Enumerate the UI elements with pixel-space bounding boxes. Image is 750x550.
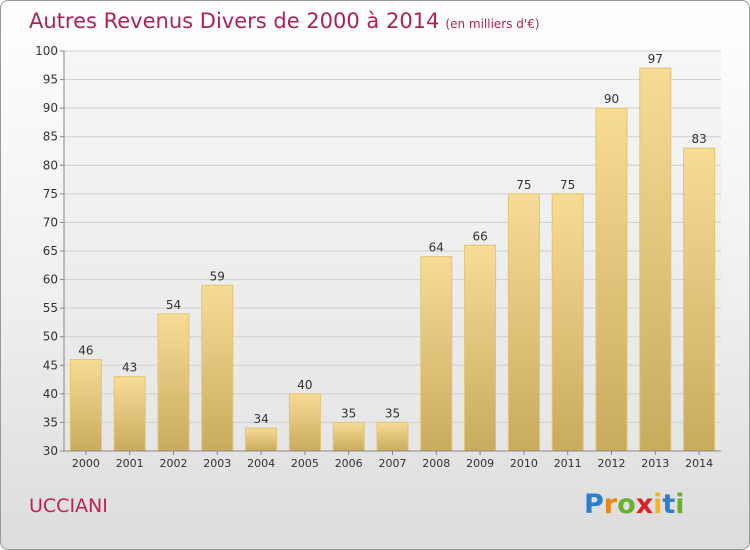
value-label: 35 — [341, 406, 356, 420]
bar-2005 — [288, 393, 321, 452]
chart-title-unit: (en milliers d'€) — [445, 17, 540, 31]
x-tick-label: 2003 — [203, 457, 231, 470]
value-label: 40 — [297, 378, 312, 392]
x-tick-label: 2014 — [685, 457, 713, 470]
y-tick-label: 80 — [43, 158, 58, 172]
y-tick-label: 35 — [43, 415, 58, 429]
bars — [69, 67, 716, 452]
x-tick-label: 2007 — [379, 457, 407, 470]
bar-2007 — [376, 421, 409, 452]
y-tick-label: 60 — [43, 273, 58, 287]
logo-letter: x — [635, 489, 654, 520]
bar-2009 — [464, 244, 497, 452]
bar-2014 — [683, 147, 716, 452]
bar-2008 — [420, 256, 453, 452]
y-tick-label: 90 — [43, 101, 58, 115]
value-label: 75 — [560, 178, 575, 192]
value-label: 64 — [429, 241, 444, 255]
logo-letter: i — [653, 489, 663, 520]
x-tick-label: 2001 — [116, 457, 144, 470]
y-tick-label: 70 — [43, 215, 58, 229]
value-label: 66 — [472, 229, 487, 243]
x-axis-ticks: 2000 2001 2002 2003 2004 2005 2006 2007 2008 2009… — [72, 451, 713, 470]
value-label: 34 — [253, 412, 268, 426]
y-tick-label: 30 — [43, 444, 58, 458]
y-tick-label: 50 — [43, 330, 58, 344]
bar-2001 — [113, 376, 146, 452]
y-tick-label: 85 — [43, 130, 58, 144]
value-label: 75 — [516, 178, 531, 192]
value-label: 83 — [691, 132, 706, 146]
x-tick-label: 2012 — [598, 457, 626, 470]
bar-2013 — [639, 67, 672, 452]
bar-2002 — [157, 313, 190, 452]
value-label: 46 — [78, 344, 93, 358]
y-tick-label: 75 — [43, 187, 58, 201]
bar-2012 — [595, 107, 628, 452]
x-tick-label: 2013 — [641, 457, 669, 470]
value-label: 54 — [166, 298, 181, 312]
logo-letter: P — [584, 489, 604, 520]
value-label: 90 — [604, 92, 619, 106]
chart-title-main: Autres Revenus Divers de 2000 à 2014 — [29, 9, 440, 33]
bar-2011 — [551, 193, 584, 452]
logo-letter: o — [617, 489, 636, 520]
value-label: 43 — [122, 361, 137, 375]
y-tick-label: 55 — [43, 301, 58, 315]
y-tick-label: 65 — [43, 244, 58, 258]
y-axis-ticks: 30 35 40 45 50 55 60 65 70 75 80 85 90 95 100 — [35, 44, 64, 458]
y-tick-label: 40 — [43, 387, 58, 401]
value-label: 97 — [648, 52, 663, 66]
x-tick-label: 2006 — [335, 457, 363, 470]
x-tick-label: 2010 — [510, 457, 538, 470]
value-label: 35 — [385, 406, 400, 420]
y-tick-label: 100 — [35, 44, 58, 58]
value-labels: 46 43 54 59 34 40 35 35 64 66 75 75 90 97 83 — [78, 52, 706, 426]
logo-letter: i — [675, 489, 685, 520]
y-tick-label: 45 — [43, 358, 58, 372]
x-tick-label: 2000 — [72, 457, 100, 470]
bar-2000 — [69, 359, 102, 452]
proxiti-logo: Proxiti — [584, 489, 685, 520]
value-label: 59 — [210, 269, 225, 283]
bar-2004 — [245, 427, 278, 452]
x-tick-label: 2002 — [160, 457, 188, 470]
x-tick-label: 2011 — [554, 457, 582, 470]
y-tick-label: 95 — [43, 73, 58, 87]
x-tick-label: 2009 — [466, 457, 494, 470]
x-tick-label: 2004 — [247, 457, 275, 470]
commune-name: UCCIANI — [29, 495, 108, 517]
logo-letter: t — [662, 489, 676, 520]
bar-2006 — [332, 421, 365, 452]
x-tick-label: 2005 — [291, 457, 319, 470]
logo-letter: r — [603, 489, 618, 520]
chart-title: Autres Revenus Divers de 2000 à 2014 (en … — [29, 9, 540, 33]
bar-2010 — [507, 193, 540, 452]
x-tick-label: 2008 — [422, 457, 450, 470]
bar-2003 — [201, 284, 234, 452]
